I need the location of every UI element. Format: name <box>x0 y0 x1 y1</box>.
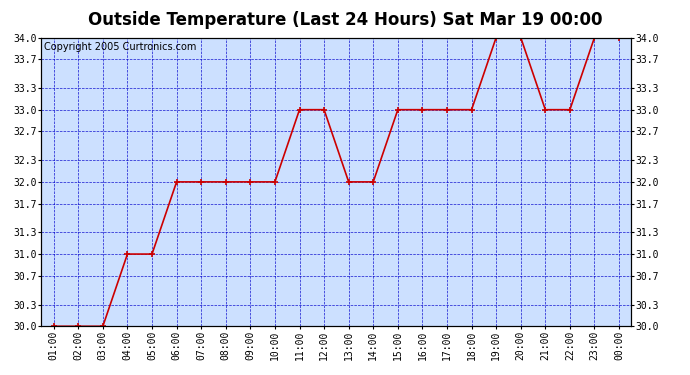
Text: Outside Temperature (Last 24 Hours) Sat Mar 19 00:00: Outside Temperature (Last 24 Hours) Sat … <box>88 11 602 29</box>
Text: Copyright 2005 Curtronics.com: Copyright 2005 Curtronics.com <box>44 42 197 52</box>
